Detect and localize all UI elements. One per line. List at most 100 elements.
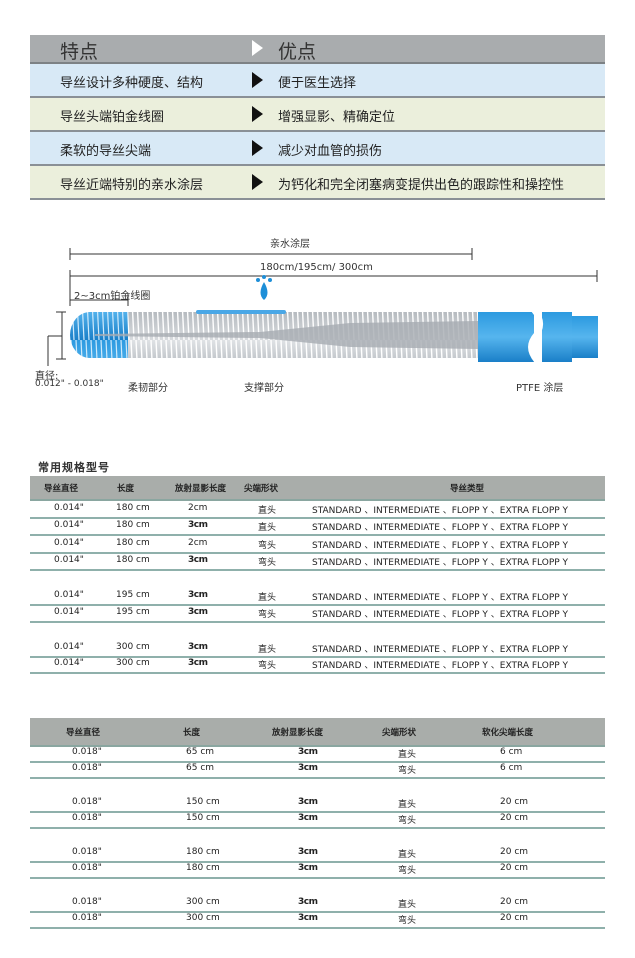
table-cell: 3cm	[298, 863, 318, 873]
table-cell: STANDARD 、INTERMEDIATE 、FLOPP Y 、EXTRA F…	[312, 558, 569, 568]
table-cell: 0.018"	[72, 863, 102, 873]
spec-title: 常用规格型号	[38, 461, 110, 474]
table-cell: 195 cm	[116, 607, 150, 617]
feature-heading: 特点	[60, 41, 99, 63]
benefit-text: 为钙化和完全闭塞病变提供出色的跟踪性和操控性	[278, 178, 565, 193]
table-cell: 6 cm	[500, 747, 523, 757]
table-cell: 3cm	[298, 813, 318, 823]
hydrophilic-layer	[196, 310, 286, 314]
table-cell: 直头	[258, 645, 277, 655]
table-row: 0.018" 180 cm 3cm 弯头 20 cm	[30, 861, 605, 879]
table-cell: 3cm	[298, 897, 318, 907]
column-header: 导丝直径	[66, 727, 101, 738]
table-cell: 直头	[398, 850, 417, 860]
table-cell: 150 cm	[186, 813, 220, 823]
table-cell: 直头	[398, 750, 417, 760]
table-cell: 3cm	[188, 590, 208, 600]
feature-row: 导丝近端特别的亲水涂层 为钙化和完全闭塞病变提供出色的跟踪性和操控性	[30, 166, 605, 200]
column-header: 尖端形状	[244, 483, 279, 494]
feature-text: 导丝设计多种硬度、结构	[60, 76, 204, 91]
features-header: 特点 优点	[30, 35, 605, 64]
diameter-label: 直径:	[35, 371, 59, 382]
table-cell: STANDARD 、INTERMEDIATE 、FLOPP Y 、EXTRA F…	[312, 645, 569, 655]
column-header: 放射显影长度	[272, 727, 324, 738]
support-label: 支撑部分	[244, 383, 284, 394]
table-row: 0.018" 300 cm 3cm 弯头 20 cm	[30, 911, 605, 929]
table-cell: 3cm	[188, 658, 208, 668]
table-cell: 0.018"	[72, 797, 102, 807]
arrow-icon	[252, 72, 263, 88]
feature-row: 柔软的导丝尖端 减少对血管的损伤	[30, 132, 605, 166]
arrow-icon	[252, 140, 263, 156]
table-row: 0.018" 65 cm 3cm 弯头 6 cm	[30, 761, 605, 779]
table-cell: 弯头	[258, 610, 277, 620]
table-cell: 0.018"	[72, 913, 102, 923]
table-cell: 0.018"	[72, 897, 102, 907]
table-cell: STANDARD 、INTERMEDIATE 、FLOPP Y 、EXTRA F…	[312, 541, 569, 551]
benefit-text: 增强显影、精确定位	[278, 110, 396, 125]
table-cell: 2cm	[188, 538, 208, 548]
table-cell: 直头	[258, 506, 277, 516]
table-row: 0.014" 180 cm 3cm 直头 STANDARD 、INTERMEDIATE …	[30, 518, 605, 536]
table-cell: 0.018"	[72, 813, 102, 823]
table-cell: 180 cm	[116, 503, 150, 513]
table-cell: 3cm	[298, 763, 318, 773]
table-row: 0.018" 150 cm 3cm 弯头 20 cm	[30, 811, 605, 829]
table-cell: 0.014"	[54, 658, 84, 668]
column-header: 导丝直径	[44, 483, 79, 494]
table-cell: 0.014"	[54, 555, 84, 565]
table-cell: 180 cm	[116, 555, 150, 565]
table-cell: STANDARD 、INTERMEDIATE 、FLOPP Y 、EXTRA F…	[312, 523, 569, 533]
column-header: 长度	[117, 483, 135, 494]
arrow-icon	[252, 40, 263, 56]
table-cell: 0.014"	[54, 503, 84, 513]
table-cell: 0.014"	[54, 590, 84, 600]
benefit-text: 便于医生选择	[278, 76, 357, 91]
table-cell: 3cm	[188, 642, 208, 652]
table-cell: 直头	[258, 593, 277, 603]
table-cell: 65 cm	[186, 747, 215, 757]
feature-text: 导丝头端铂金线圈	[60, 110, 165, 125]
table-cell: 弯头	[398, 916, 417, 926]
ptfe-coating	[478, 312, 534, 362]
table-cell: 180 cm	[116, 538, 150, 548]
table-cell: 弯头	[398, 816, 417, 826]
table-cell: STANDARD 、INTERMEDIATE 、FLOPP Y 、EXTRA F…	[312, 661, 569, 671]
table-row: 0.014" 195 cm 3cm 直头 STANDARD 、INTERMEDIATE …	[30, 588, 605, 606]
table-cell: 0.018"	[72, 747, 102, 757]
table-cell: 300 cm	[186, 913, 220, 923]
column-header: 导丝类型	[450, 483, 485, 494]
table-cell: 0.018"	[72, 847, 102, 857]
table-cell: 20 cm	[500, 913, 529, 923]
table-cell: 3cm	[298, 847, 318, 857]
table-cell: 3cm	[298, 797, 318, 807]
column-header: 软化尖端长度	[482, 727, 534, 738]
table-cell: 弯头	[258, 541, 277, 551]
table-cell: 0.014"	[54, 607, 84, 617]
table-cell: 20 cm	[500, 897, 529, 907]
table-row: 0.018" 180 cm 3cm 直头 20 cm	[30, 845, 605, 863]
table-cell: 2cm	[188, 503, 208, 513]
table-cell: 3cm	[188, 555, 208, 565]
table-row: 0.014" 195 cm 3cm 弯头 STANDARD 、INTERMEDIATE …	[30, 605, 605, 623]
column-header: 尖端形状	[382, 727, 417, 738]
benefit-heading: 优点	[278, 41, 317, 63]
core-wire	[95, 321, 478, 349]
table-cell: 180 cm	[186, 863, 220, 873]
guidewire-diagram	[47, 248, 598, 367]
table-cell: 弯头	[398, 766, 417, 776]
coil-label: 2~3cm铂金线圈	[74, 291, 151, 302]
feature-row: 导丝设计多种硬度、结构 便于医生选择	[30, 64, 605, 98]
flexible-label: 柔韧部分	[128, 383, 168, 394]
dimension-lines	[47, 248, 598, 366]
table-row: 0.018" 65 cm 3cm 直头 6 cm	[30, 745, 605, 763]
table-cell: 300 cm	[116, 642, 150, 652]
length-label: 180cm/195cm/ 300cm	[260, 262, 373, 273]
diameter-value: 0.012" - 0.018"	[35, 379, 104, 389]
arrow-icon	[252, 174, 263, 190]
table-cell: 195 cm	[116, 590, 150, 600]
table-cell: 0.014"	[54, 538, 84, 548]
table-row: 0.014" 300 cm 3cm 弯头 STANDARD 、INTERMEDIATE …	[30, 656, 605, 674]
table-cell: 20 cm	[500, 863, 529, 873]
table-cell: 20 cm	[500, 847, 529, 857]
